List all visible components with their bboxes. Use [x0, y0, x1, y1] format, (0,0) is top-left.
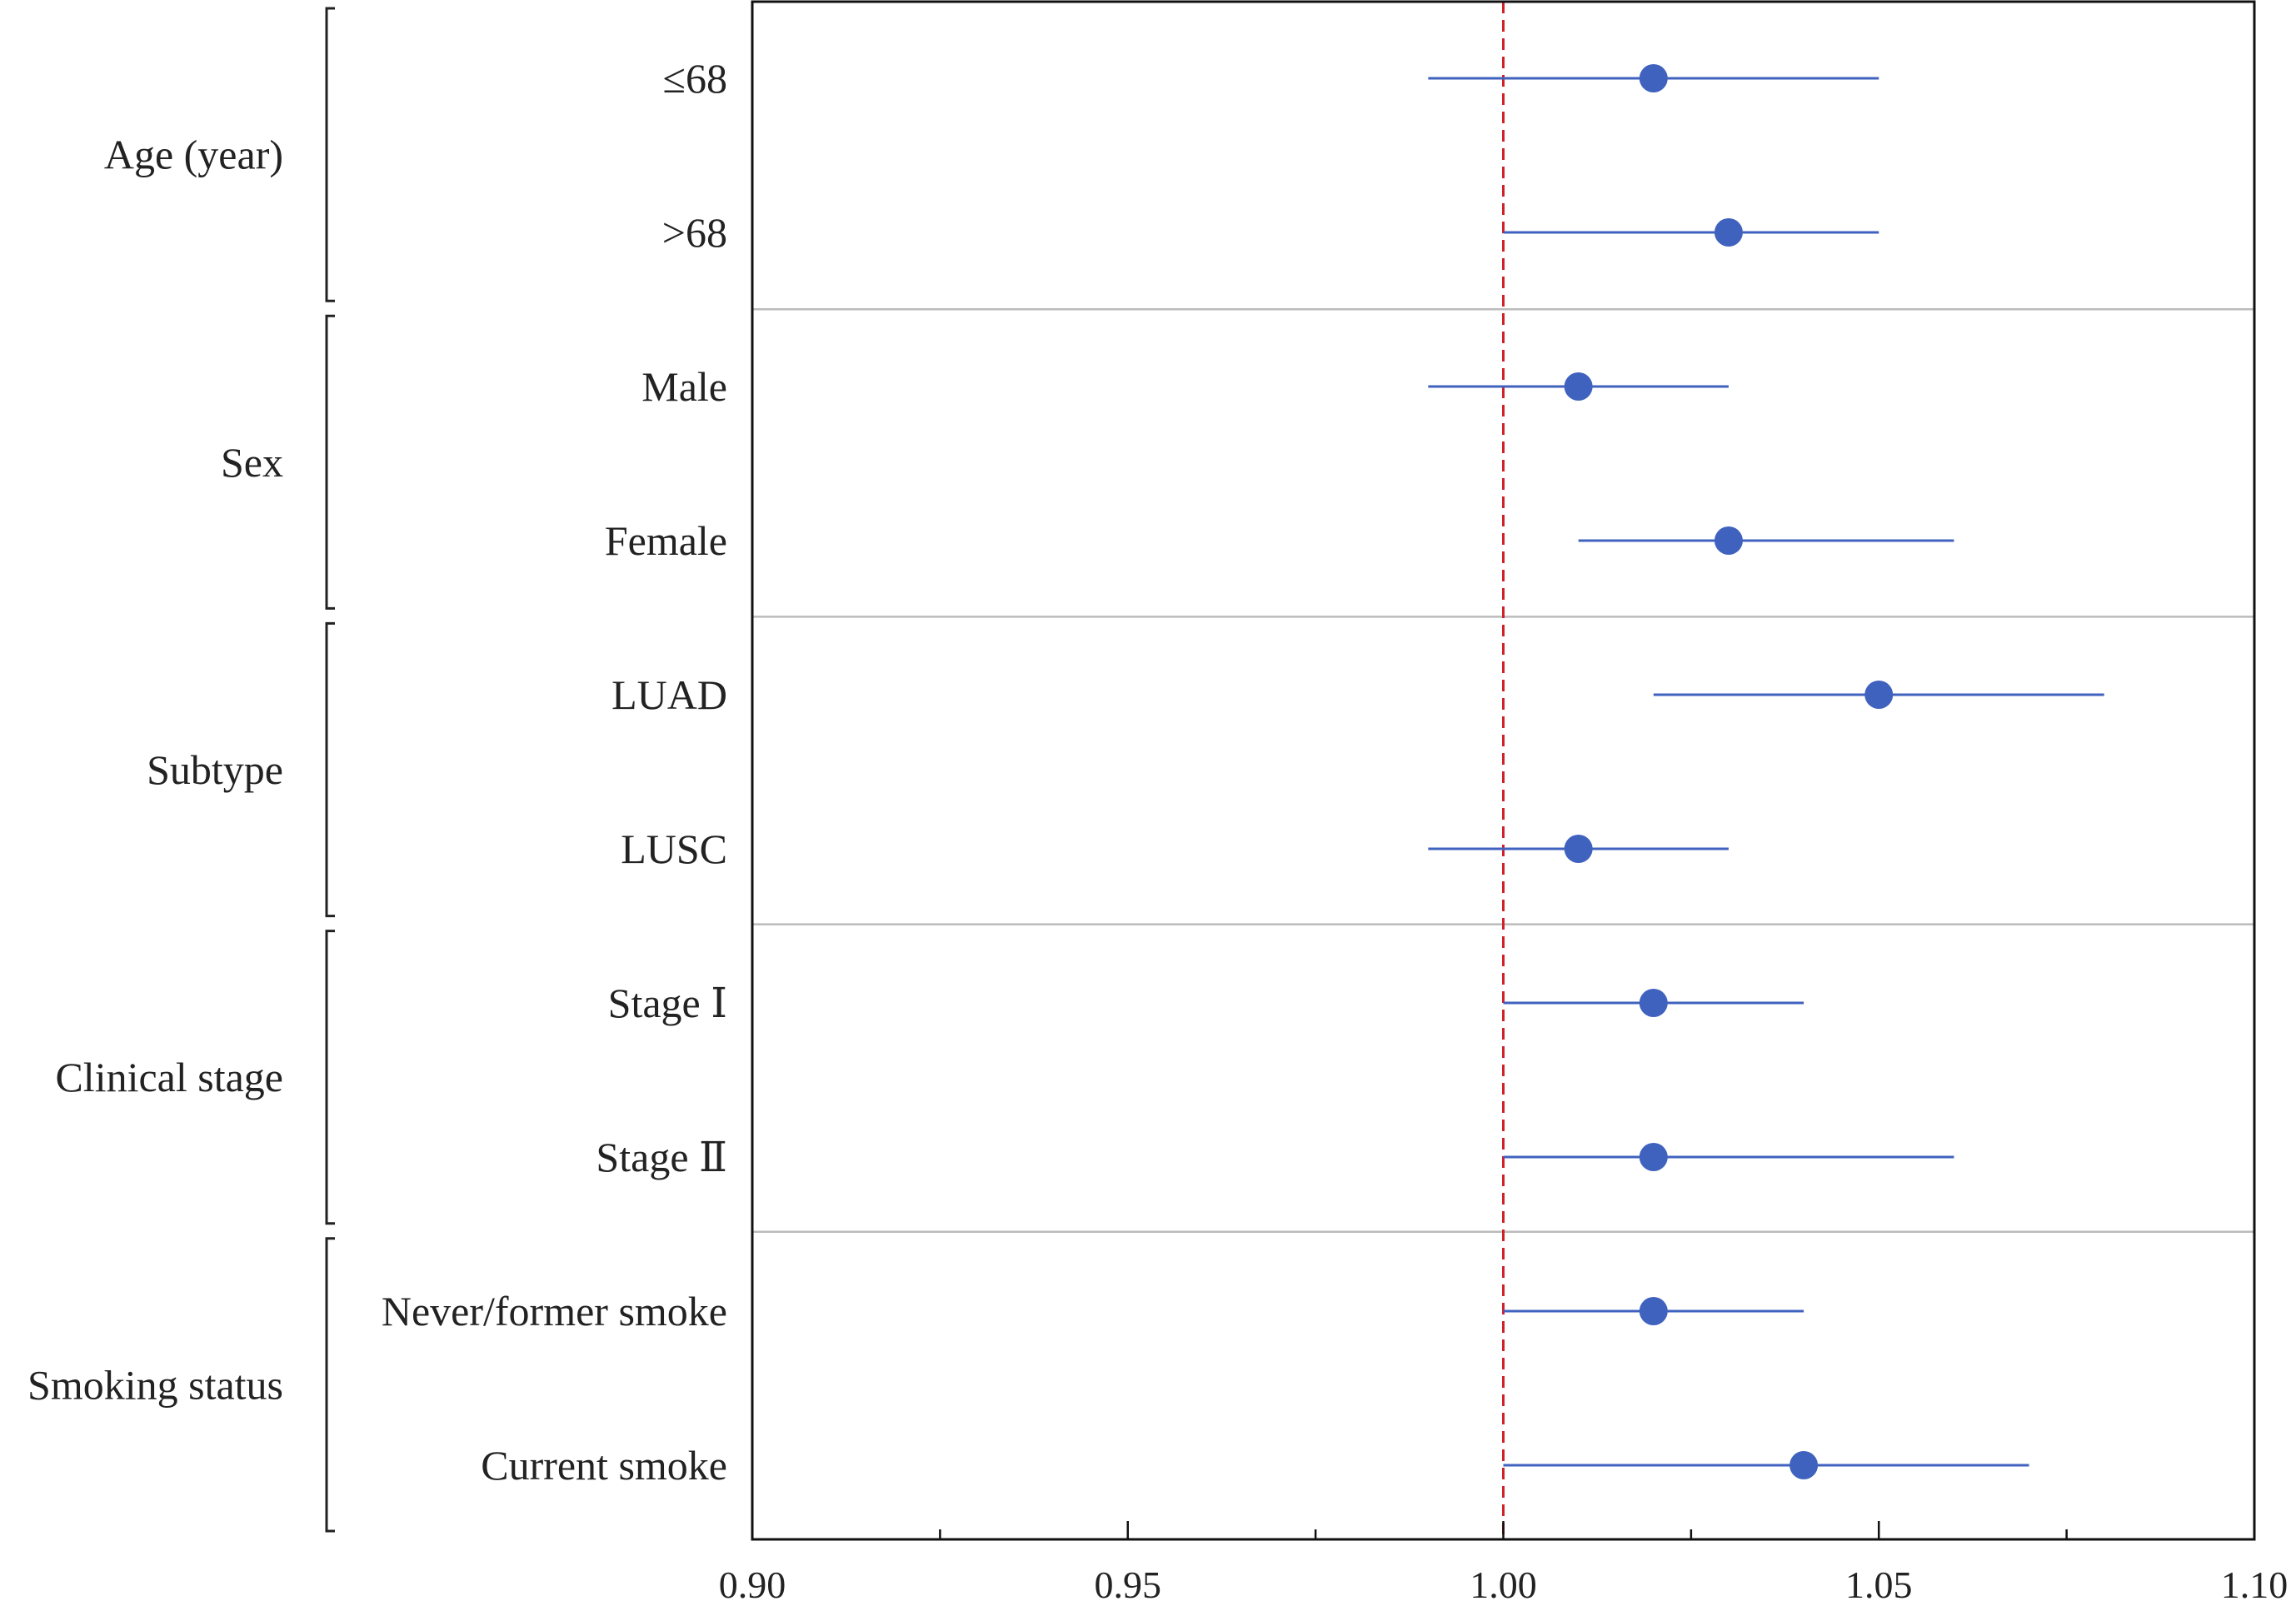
group-label: Smoking status	[27, 1361, 283, 1408]
group-bracket	[325, 7, 335, 302]
category-label: Female	[605, 517, 727, 564]
group-bracket	[325, 1237, 335, 1533]
category-label: Stage Ⅱ	[596, 1134, 727, 1180]
x-tick-label: 0.95	[1095, 1564, 1162, 1606]
group-label: Sex	[221, 439, 283, 486]
x-tick-label: 0.90	[719, 1564, 786, 1606]
group-label: Subtype	[147, 746, 283, 793]
group-label: Clinical stage	[55, 1054, 283, 1100]
estimate-point	[1864, 681, 1894, 709]
ci-marks	[1428, 64, 2104, 1479]
category-label: >68	[662, 209, 727, 256]
estimate-point	[1639, 64, 1668, 92]
x-axis: 0.90 0.95 1.00 1.05 1.10	[719, 1521, 2289, 1606]
estimate-point	[1564, 835, 1593, 863]
estimate-point	[1714, 526, 1743, 555]
estimate-point	[1639, 1143, 1668, 1171]
category-label: LUSC	[621, 825, 727, 872]
group-label: Age (year)	[104, 132, 283, 178]
estimate-point	[1564, 372, 1593, 401]
estimate-point	[1789, 1451, 1819, 1479]
category-label: LUAD	[611, 671, 727, 718]
x-tick-label: 1.10	[2221, 1564, 2289, 1606]
x-tick-label: 1.00	[1470, 1564, 1537, 1606]
category-label: ≤68	[663, 55, 727, 102]
group-brackets	[325, 7, 335, 1533]
estimate-point	[1714, 218, 1743, 247]
estimate-point	[1639, 1297, 1668, 1325]
row-labels: Age (year) ≤68 >68 Sex Male Female Subtype LUAD…	[27, 55, 727, 1489]
category-label: Current smoke	[481, 1442, 727, 1489]
category-label: Stage Ⅰ	[608, 980, 727, 1026]
group-bracket	[325, 621, 335, 918]
estimate-point	[1639, 989, 1668, 1017]
category-label: Never/former smoke	[382, 1288, 727, 1334]
group-bracket	[325, 930, 335, 1225]
category-label: Male	[641, 363, 727, 410]
x-tick-label: 1.05	[1845, 1564, 1913, 1606]
group-bracket	[325, 314, 335, 610]
